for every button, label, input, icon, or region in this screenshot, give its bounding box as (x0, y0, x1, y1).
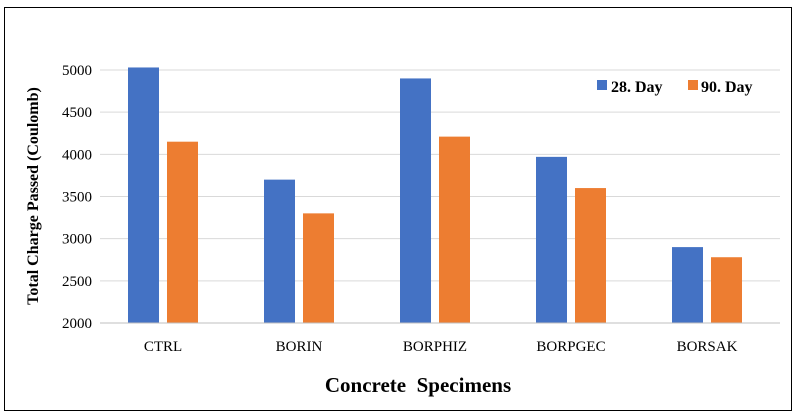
y-tick-label: 4000 (62, 147, 92, 163)
x-tick-label: BORIN (276, 339, 323, 355)
gridlines (100, 69, 780, 282)
legend-label-90-day: 90. Day (701, 79, 753, 96)
bar-ctrl-28-day (128, 67, 159, 323)
y-tick-label: 2500 (62, 274, 92, 290)
legend: 28. Day 90. Day (597, 79, 753, 96)
y-axis-ticks: 2000 2500 3000 3500 4000 4500 5000 (62, 63, 92, 332)
x-axis-label: Concrete Specimens (325, 373, 511, 397)
x-tick-label: BORPGEC (536, 339, 605, 355)
bar-borsak-28-day (672, 247, 703, 323)
y-tick-label: 3000 (62, 232, 92, 248)
bar-ctrl-90-day (167, 141, 198, 323)
y-tick-label: 2000 (62, 316, 92, 332)
x-tick-label: BORPHIZ (403, 339, 467, 355)
legend-swatch-28-day (597, 80, 607, 90)
x-tick-label: BORSAK (677, 339, 738, 355)
y-axis-label: Total Charge Passed (Coulomb) (25, 87, 42, 305)
y-tick-label: 5000 (62, 63, 92, 79)
bar-borphiz-90-day (439, 136, 470, 323)
x-axis-ticks: CTRL BORIN BORPHIZ BORPGEC BORSAK (144, 339, 738, 355)
bar-borsak-90-day (711, 257, 742, 323)
x-tick-label: CTRL (144, 339, 182, 355)
bar-borpgec-28-day (536, 156, 567, 323)
bars (128, 67, 742, 323)
bar-borpgec-90-day (575, 188, 606, 323)
bar-borphiz-28-day (400, 78, 431, 323)
bar-borin-28-day (264, 179, 295, 323)
y-tick-label: 4500 (62, 105, 92, 121)
legend-label-28-day: 28. Day (611, 79, 663, 96)
bar-borin-90-day (303, 213, 334, 323)
y-tick-label: 3500 (62, 190, 92, 206)
legend-swatch-90-day (688, 80, 698, 90)
